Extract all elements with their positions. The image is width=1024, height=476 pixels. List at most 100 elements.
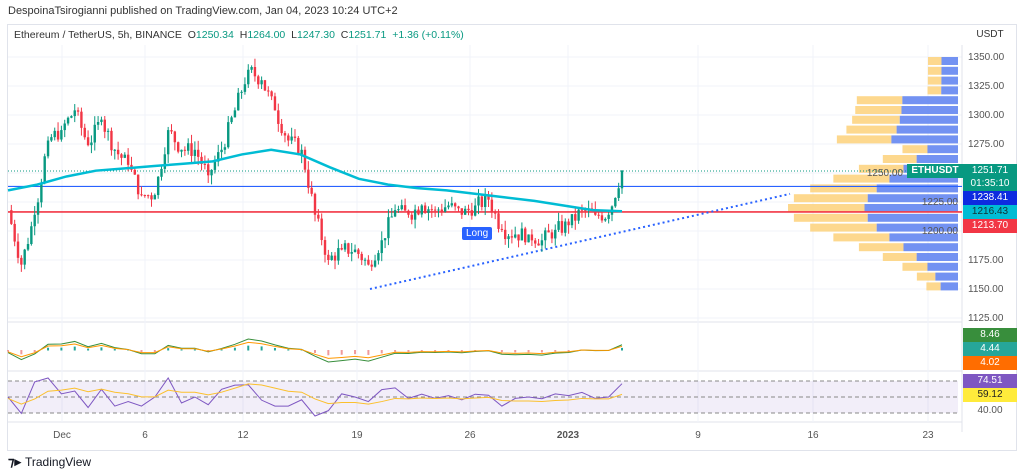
candle-body (287, 135, 290, 141)
candle-body (243, 84, 247, 92)
macd-histogram-bar (60, 347, 63, 351)
candle-body (467, 208, 470, 211)
countdown-label: 01:35:10 (963, 177, 1017, 191)
last-price-label: 1251.71 (963, 164, 1017, 178)
candle-body (343, 243, 347, 250)
macd-histogram-bar (500, 350, 503, 353)
candle-body (273, 96, 277, 111)
x-tick-label: 12 (237, 430, 249, 441)
candle-body (203, 163, 207, 165)
candle-body (443, 207, 447, 212)
volume-profile-bar (916, 155, 958, 163)
candle-body (153, 195, 157, 200)
candle-body (90, 142, 93, 146)
candle-body (544, 230, 547, 241)
y-tick-label: 1150.00 (968, 284, 1004, 295)
macd-histogram-bar (327, 350, 330, 356)
candle-body (193, 149, 197, 156)
macd-histogram-bar (153, 350, 156, 352)
macd-histogram-bar (367, 350, 370, 355)
candle-body (233, 110, 237, 118)
candle-body (524, 228, 527, 243)
x-tick-label: 2023 (557, 430, 580, 441)
candle-body (186, 143, 190, 151)
volume-profile-bar (852, 115, 900, 124)
y-tick-label: 1225.00 (922, 197, 959, 208)
volume-profile-bar (876, 223, 958, 232)
candle-body (317, 214, 320, 219)
candle-body (33, 214, 36, 227)
symbol-tag: ETHUSDT (907, 164, 963, 178)
candle-body (363, 259, 367, 261)
volume-profile-bar (882, 155, 917, 163)
y-tick-label: 1275.00 (968, 139, 1005, 150)
candle-body (166, 130, 170, 155)
candle-body (116, 149, 120, 155)
candle-body (160, 168, 163, 177)
candle-body (353, 249, 357, 253)
macd-histogram-bar (87, 348, 90, 351)
candle-body (357, 249, 360, 254)
candle-body (103, 119, 106, 132)
candle-body (63, 123, 66, 131)
candle-body (417, 209, 420, 215)
candle-body (483, 194, 487, 207)
candle-body (140, 194, 143, 196)
volume-profile-bar (927, 66, 942, 75)
y-tick-label: 1350.00 (968, 52, 1005, 63)
volume-profile-bar (927, 262, 958, 271)
publisher-line: DespoinaTsirogianni published on Trading… (8, 5, 398, 17)
candle-body (53, 130, 56, 138)
macd-histogram-bar (300, 349, 303, 351)
candle-body (197, 149, 200, 157)
candle-body (393, 210, 397, 217)
volume-profile-bar (941, 86, 958, 95)
candle-body (176, 142, 180, 152)
candle-body (23, 249, 26, 265)
candle-body (410, 214, 413, 220)
volume-profile-bar (889, 233, 958, 242)
candle-body (420, 205, 423, 215)
candle-body (594, 210, 597, 215)
candle-body (207, 164, 210, 176)
candle-body (383, 238, 387, 241)
macd-histogram-bar (354, 350, 357, 355)
macd-histogram-bar (554, 350, 557, 352)
volume-profile-bar (927, 76, 942, 85)
candle-body (604, 218, 607, 221)
volume-profile-bar (927, 57, 942, 65)
candle-body (237, 92, 240, 111)
candle-body (313, 193, 317, 215)
volume-profile-bar (858, 164, 904, 173)
macd-histogram-bar (193, 349, 196, 351)
candle-body (390, 216, 393, 218)
blue-line-label: 1238.41 (963, 191, 1017, 205)
candle-body (327, 254, 330, 260)
volume-profile-bar (833, 233, 890, 242)
macd-histogram-bar (567, 350, 570, 352)
candle-body (13, 223, 16, 242)
candle-body (453, 203, 457, 207)
candle-body (113, 149, 116, 151)
candle-body (66, 117, 70, 124)
candle-body (240, 91, 243, 93)
candle-body (427, 209, 430, 213)
candle-body (413, 209, 417, 220)
candle-body (504, 229, 507, 240)
volume-profile-bar (810, 184, 877, 193)
candle-body (557, 221, 560, 230)
candle-body (213, 161, 217, 170)
candle-body (597, 214, 600, 216)
volume-profile-bar (935, 272, 958, 281)
candle-body (133, 169, 137, 175)
candle-body (350, 252, 353, 254)
candle-body (120, 154, 123, 158)
volume-profile-bar (867, 194, 958, 203)
candle-body (530, 234, 534, 241)
candle-body (56, 130, 60, 140)
macd-histogram-bar (33, 350, 36, 353)
candle-body (230, 117, 233, 123)
symbol-title: Ethereum / TetherUS, 5h, BINANCE (14, 29, 182, 41)
candle-body (373, 260, 377, 267)
